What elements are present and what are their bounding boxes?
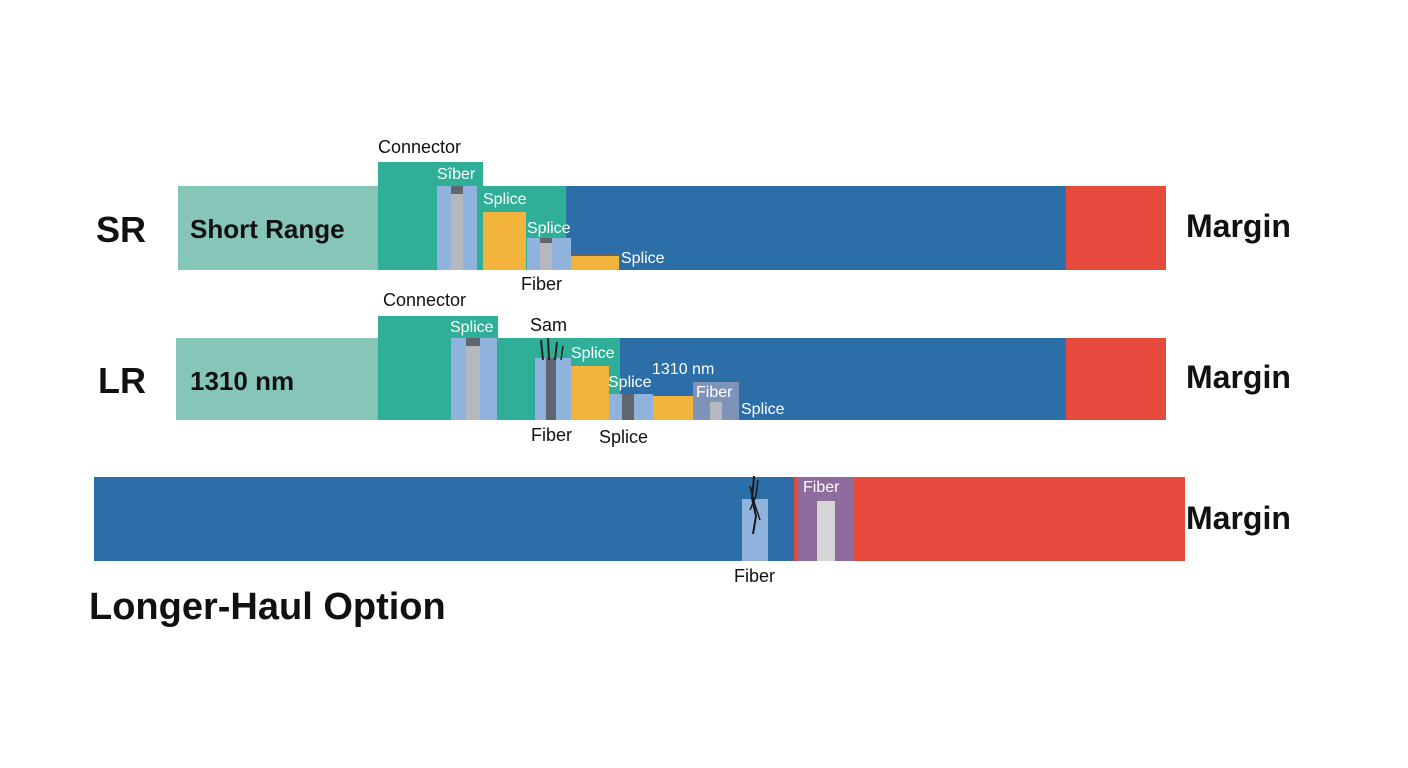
lr-sam-label: Sam	[530, 315, 568, 335]
longhaul-fiber-box-core	[817, 501, 835, 561]
sr-margin-label: Margin	[1186, 208, 1291, 244]
lr-row-code: LR	[98, 360, 146, 401]
longhaul-budget-bar	[94, 477, 1185, 561]
lr-splice-1-core	[466, 338, 480, 420]
sr-fiber-cap	[451, 186, 463, 194]
sr-splice-2-cap	[540, 238, 552, 243]
longhaul-fiber-below-label: Fiber	[734, 566, 776, 586]
sr-splice-3-label: Splice	[621, 250, 665, 267]
lr-splice-below-label: Splice	[599, 427, 649, 447]
sr-splice-2-core	[540, 238, 552, 270]
lr-range-label: 1310 nm	[190, 366, 295, 396]
lr-splice-3-label: Splice	[608, 374, 652, 391]
lr-fiber-box-core	[710, 402, 722, 420]
lr-sam-core	[546, 358, 556, 420]
sr-splice-1-block	[483, 212, 527, 270]
longhaul-margin-label: Margin	[1186, 500, 1291, 536]
lr-splice-3-core	[622, 394, 634, 420]
sr-splice-2-label: Splice	[527, 220, 571, 237]
sr-range-segment	[178, 186, 378, 270]
longhaul-fiber-box-label: Fiber	[803, 479, 840, 496]
longhaul-blue-segment	[94, 477, 794, 561]
longhaul-fiber-wires-icon	[749, 476, 761, 535]
sr-splice-1-label: Splice	[483, 191, 527, 208]
lr-sam-wires-icon	[540, 337, 564, 361]
sr-splice-3-block	[571, 256, 619, 270]
lr-range-segment	[176, 338, 378, 420]
lr-splice-2-block	[571, 366, 609, 420]
lr-splice-4-label: Splice	[741, 401, 785, 418]
lr-fiber-box-label: Fiber	[696, 384, 733, 401]
lr-splice-2-label: Splice	[571, 345, 615, 362]
sr-margin-segment	[1066, 186, 1166, 270]
lr-connector-label: Connector	[383, 290, 467, 310]
lr-splice-1-cap	[466, 338, 480, 346]
sr-fiber-core	[451, 186, 463, 270]
sr-fiber-below-label: Fiber	[521, 274, 563, 294]
lr-splice-1-label: Splice	[450, 319, 494, 336]
sr-blue-segment	[566, 186, 1066, 270]
lr-margin-segment	[1066, 338, 1166, 420]
lr-nm-block	[653, 396, 693, 420]
sr-row-code: SR	[96, 209, 147, 250]
sr-connector-label: Connector	[378, 137, 462, 157]
sr-fiber-label: Sîber	[437, 166, 476, 183]
longhaul-title: Longer-Haul Option	[89, 586, 446, 628]
sr-range-label: Short Range	[190, 214, 345, 244]
lr-nm-label: 1310 nm	[652, 361, 715, 378]
lr-margin-label: Margin	[1186, 359, 1291, 395]
longhaul-margin-segment	[794, 477, 1185, 561]
sr-splice-3-cap	[571, 253, 619, 256]
lr-fiber-below-label: Fiber	[531, 425, 573, 445]
